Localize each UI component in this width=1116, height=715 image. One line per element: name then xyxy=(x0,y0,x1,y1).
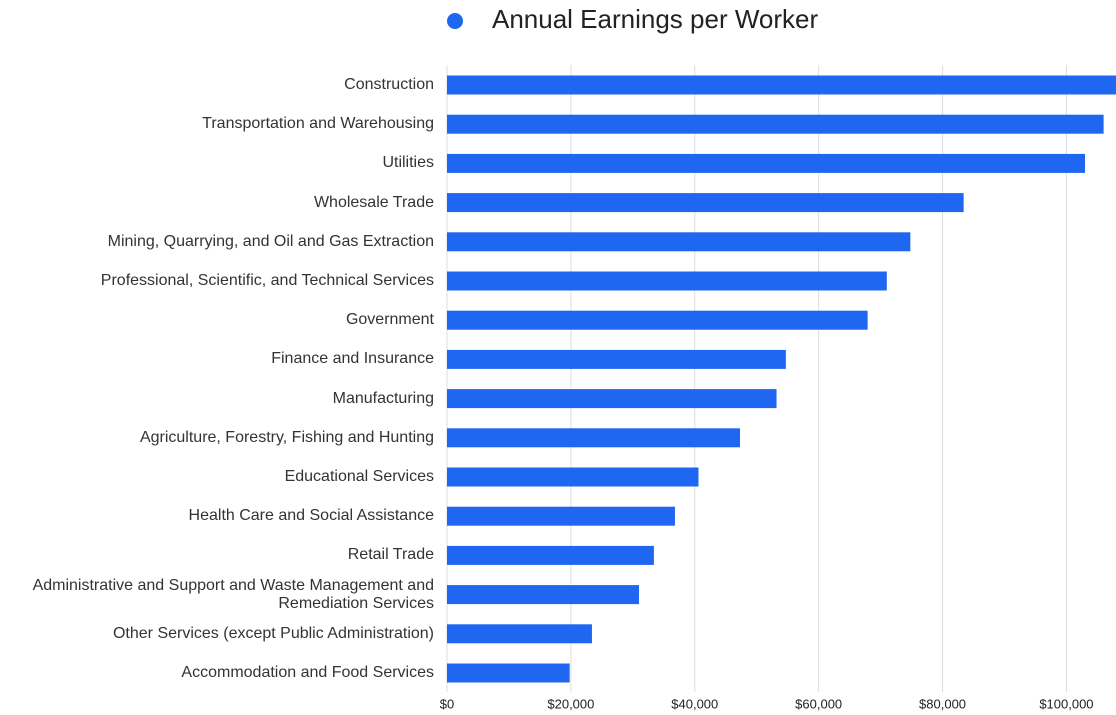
y-tick-label: Professional, Scientific, and Technical … xyxy=(100,272,434,289)
y-tick-label: Utilities xyxy=(382,154,434,172)
x-tick-label: $80,000 xyxy=(919,696,966,711)
y-tick-label: Other Services (except Public Administra… xyxy=(112,624,434,642)
y-tick-label: Health Care and Social Assistance xyxy=(188,507,434,525)
bar xyxy=(447,624,592,644)
bar xyxy=(447,389,777,409)
bar xyxy=(447,663,570,683)
bar xyxy=(447,467,699,487)
x-tick-label: $20,000 xyxy=(547,696,594,711)
y-tick-label: Manufacturing xyxy=(332,389,434,407)
bar xyxy=(447,75,1116,95)
legend-label: Annual Earnings per Worker xyxy=(492,4,818,34)
bar xyxy=(447,545,654,565)
bar xyxy=(447,153,1086,173)
x-tick-label: $100,000 xyxy=(1039,696,1093,711)
y-tick-label: Wholesale Trade xyxy=(313,193,434,211)
y-tick-label: Construction xyxy=(344,76,434,93)
x-tick-label: $0 xyxy=(440,696,454,711)
y-tick-label: Educational Services xyxy=(284,468,434,485)
bar xyxy=(447,506,675,526)
y-tick-label: Administrative and Support and Waste Man… xyxy=(32,576,434,612)
y-tick-label: Agriculture, Forestry, Fishing and Hunti… xyxy=(139,428,434,446)
bar xyxy=(447,585,640,605)
y-tick-label: Transportation and Warehousing xyxy=(202,115,434,133)
bar xyxy=(447,114,1104,134)
legend-marker xyxy=(447,13,463,29)
bar xyxy=(447,349,786,369)
y-tick-label: Finance and Insurance xyxy=(271,350,434,368)
bar xyxy=(447,232,911,252)
y-tick-label: Retail Trade xyxy=(347,546,434,564)
x-tick-label: $60,000 xyxy=(795,696,842,711)
bar xyxy=(447,310,868,330)
y-tick-label: Accommodation and Food Services xyxy=(181,664,434,681)
y-tick-label: Mining, Quarrying, and Oil and Gas Extra… xyxy=(107,232,434,250)
bar xyxy=(447,193,964,213)
x-tick-label: $40,000 xyxy=(671,696,718,711)
y-tick-label: Government xyxy=(345,311,434,329)
bars xyxy=(447,75,1116,683)
bar xyxy=(447,271,887,291)
bar xyxy=(447,428,740,448)
